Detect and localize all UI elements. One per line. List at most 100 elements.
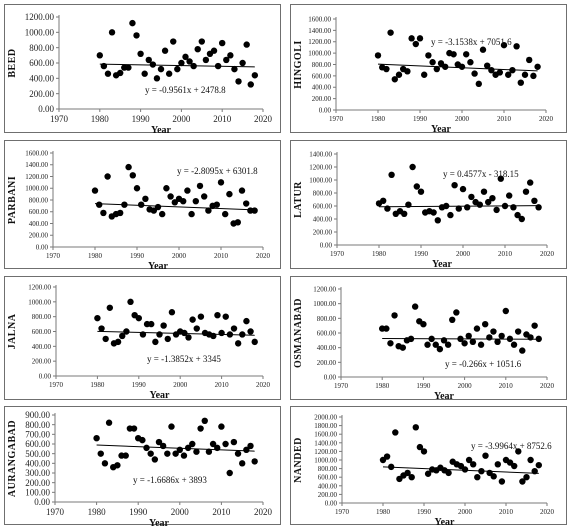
y-tick-label: 800.00 bbox=[312, 61, 332, 69]
data-point bbox=[251, 207, 258, 214]
chart-panel-aurangabad: 0.00 100.00 200.00 300.00 400.00 500.00 600.00… bbox=[4, 406, 281, 526]
data-point bbox=[470, 461, 477, 468]
data-point bbox=[130, 425, 138, 432]
data-point bbox=[234, 340, 242, 347]
data-point bbox=[482, 321, 489, 328]
x-tick-label: 2000 bbox=[455, 115, 470, 123]
x-tick-label: 2010 bbox=[499, 382, 514, 390]
x-tick-label: 2020 bbox=[254, 507, 273, 517]
data-point bbox=[176, 446, 183, 453]
x-tick-label: 1970 bbox=[49, 381, 64, 389]
data-point bbox=[391, 312, 398, 319]
data-point bbox=[476, 201, 483, 208]
x-tick-label: 1980 bbox=[88, 507, 107, 517]
data-point bbox=[198, 38, 205, 45]
data-point bbox=[154, 203, 162, 211]
data-point bbox=[247, 81, 254, 88]
data-point bbox=[98, 325, 105, 332]
data-point bbox=[156, 331, 163, 338]
chart-svg: 0.00 200.00 400.00 600.00 800.00 1000.00 1200.… bbox=[7, 12, 273, 134]
data-point bbox=[399, 344, 406, 351]
data-point bbox=[114, 462, 121, 469]
x-tick-label: 1980 bbox=[90, 381, 105, 389]
data-point bbox=[91, 187, 99, 194]
trendline bbox=[94, 203, 255, 211]
x-tick-label: 1980 bbox=[371, 115, 386, 123]
x-axis-label: Year bbox=[431, 124, 452, 134]
trend-equation: y = -1.3852x + 3345 bbox=[147, 354, 221, 364]
data-point bbox=[125, 64, 132, 71]
data-point bbox=[461, 340, 468, 347]
y-axis-label: NANDED bbox=[293, 437, 304, 483]
data-point bbox=[123, 328, 130, 335]
data-point bbox=[420, 448, 428, 455]
data-point bbox=[102, 335, 109, 343]
data-point bbox=[416, 443, 424, 451]
x-tick-label: 2010 bbox=[498, 250, 513, 258]
data-point bbox=[434, 217, 441, 224]
data-point bbox=[163, 185, 170, 192]
x-axis-label: Year bbox=[434, 391, 455, 401]
y-axis-label: OSMANABAD bbox=[293, 298, 304, 368]
x-tick-label: 1970 bbox=[46, 507, 65, 517]
y-tick-label: 1200.00 bbox=[309, 163, 332, 171]
trend-equation: y = -2.8095x + 6301.8 bbox=[177, 166, 258, 176]
data-point bbox=[94, 314, 101, 322]
data-point bbox=[383, 453, 391, 460]
x-tick-label: 2010 bbox=[212, 507, 231, 517]
y-tick-label: 1600.00 bbox=[25, 149, 48, 157]
y-tick-label: 600.00 bbox=[29, 208, 49, 216]
y-tick-label: 1000.00 bbox=[309, 176, 332, 184]
x-tick-label: 2020 bbox=[256, 381, 271, 389]
x-axis-label: Year bbox=[149, 518, 170, 526]
data-point bbox=[411, 303, 419, 310]
data-point bbox=[451, 182, 458, 189]
y-tick-label: 800.00 bbox=[313, 189, 333, 197]
data-point bbox=[226, 469, 233, 477]
x-axis-label: Year bbox=[151, 125, 172, 134]
y-tick-label: 1200.00 bbox=[313, 285, 336, 293]
data-point bbox=[145, 56, 152, 64]
data-point bbox=[147, 450, 154, 457]
data-point bbox=[193, 325, 200, 332]
y-tick-label: 400.00 bbox=[312, 84, 332, 92]
data-point bbox=[234, 219, 241, 226]
trendline bbox=[377, 63, 538, 72]
trend-equation: y = -3.1538x + 7051.6 bbox=[431, 37, 512, 47]
data-point bbox=[510, 204, 517, 211]
data-point bbox=[202, 56, 210, 64]
data-point bbox=[535, 461, 542, 469]
y-tick-label: 1000.00 bbox=[28, 298, 51, 306]
data-point bbox=[182, 53, 189, 61]
data-point bbox=[209, 440, 217, 448]
data-point bbox=[474, 474, 481, 481]
data-point bbox=[184, 187, 191, 194]
trendline bbox=[382, 338, 539, 340]
data-point bbox=[505, 71, 512, 78]
data-point bbox=[401, 210, 408, 217]
x-tick-label: 1990 bbox=[416, 382, 431, 390]
data-point bbox=[114, 338, 122, 346]
data-point bbox=[157, 65, 165, 73]
y-axis-label: PARBANI bbox=[7, 176, 18, 224]
data-point bbox=[251, 458, 258, 465]
data-point bbox=[445, 469, 452, 477]
data-point bbox=[227, 52, 234, 59]
data-point bbox=[498, 478, 506, 485]
data-point bbox=[153, 75, 161, 82]
x-tick-label: 1980 bbox=[372, 250, 387, 258]
data-point bbox=[96, 52, 104, 59]
x-tick-label: 2000 bbox=[458, 382, 473, 390]
x-axis-label: Year bbox=[148, 261, 169, 270]
x-tick-label: 1970 bbox=[46, 252, 61, 260]
y-tick-label: 200.00 bbox=[318, 491, 338, 499]
data-point bbox=[417, 188, 425, 195]
data-point bbox=[218, 423, 225, 430]
data-point bbox=[514, 328, 522, 335]
data-point bbox=[222, 440, 229, 448]
data-point bbox=[473, 325, 481, 332]
data-point bbox=[205, 207, 212, 214]
data-point bbox=[223, 56, 230, 64]
data-point bbox=[189, 440, 196, 448]
data-point bbox=[104, 173, 111, 180]
